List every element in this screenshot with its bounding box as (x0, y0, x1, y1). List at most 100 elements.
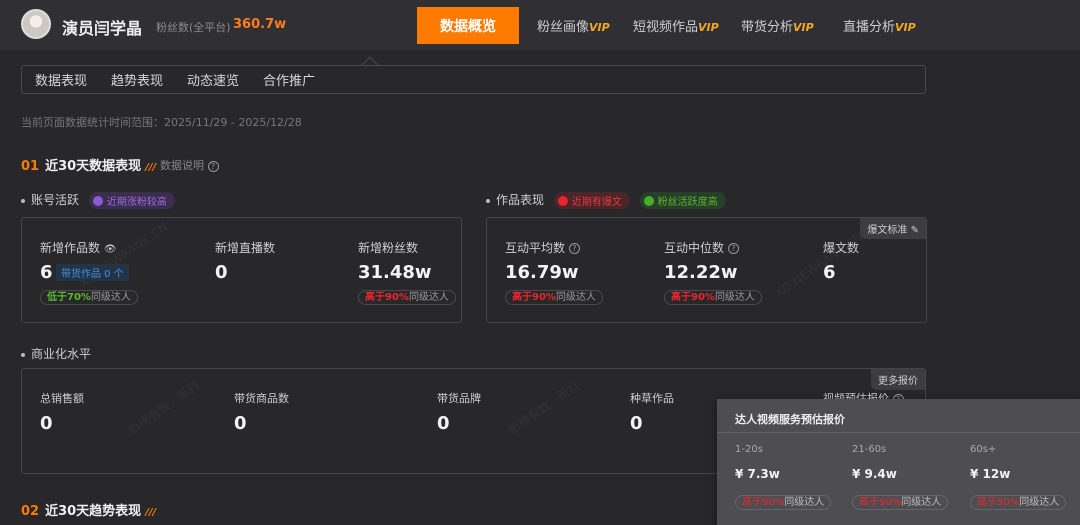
metric-label: 新增直播数 (215, 241, 276, 255)
section-2-title: 02 近30天趋势表现/// (21, 500, 156, 519)
subnav-dynamics[interactable]: 动态速览 (187, 74, 240, 89)
metric-value: 0 (40, 413, 53, 434)
comparison-pill: 低于70%同级达人 (40, 290, 138, 305)
tab-live-analysis[interactable]: 直播分析VIP (843, 16, 916, 35)
edit-icon: ✎ (910, 225, 919, 236)
duration-range: 1-20s (735, 444, 763, 455)
creator-name: 演员闫学晶 (62, 19, 143, 38)
cmp-highlight: 高于90% (671, 292, 715, 303)
subnav-data[interactable]: 数据表现 (35, 74, 88, 89)
cmp-text: 同级达人 (408, 292, 449, 303)
metric-label: 新增粉丝数 (358, 241, 419, 255)
eye-icon[interactable]: 👁 (103, 244, 117, 255)
subnav-trend[interactable]: 趋势表现 (111, 74, 164, 89)
quote-column: 1-20s ¥ 7.3w 高于90%同级达人 (735, 444, 832, 510)
comparison-pill: 高于90%同级达人 (852, 495, 949, 510)
metric-label: 互动平均数 ? (505, 239, 580, 256)
metric-value: 0 (630, 413, 643, 434)
stripes-icon: /// (145, 507, 157, 518)
vip-badge: VIP (895, 21, 916, 34)
metric-label: 种草作品 (630, 392, 674, 405)
section-title-text: 近30天趋势表现 (45, 504, 142, 519)
subsection-label: 账号活跃 (21, 193, 79, 207)
comparison-pill: 高于90%同级达人 (735, 495, 832, 510)
comparison-pill: 高于90%同级达人 (358, 290, 456, 305)
cmp-highlight: 高于90% (977, 497, 1020, 508)
badge-viral: 近期有爆文 (553, 192, 630, 209)
question-icon[interactable]: ? (727, 243, 739, 254)
metric-value: 12.22w (664, 262, 738, 283)
metric-value: 6 (40, 262, 53, 283)
avatar[interactable] (21, 9, 51, 39)
badge-fans-growth: 近期涨粉较高 (88, 192, 175, 209)
tab-fan-profile[interactable]: 粉丝画像VIP (537, 16, 610, 35)
duration-range: 60s+ (970, 444, 997, 455)
metric-label: 爆文数 (823, 241, 860, 255)
question-icon: ? (207, 160, 219, 172)
date-range: 当前页面数据统计时间范围：2025/11/29 - 2025/12/28 (21, 116, 302, 129)
tab-label: 粉丝画像 (537, 20, 590, 35)
cmp-text: 同级达人 (90, 292, 131, 303)
top-header: 演员闫学晶 粉丝数(全平台) 360.7w 数据概览 粉丝画像VIP 短视频作品… (0, 0, 1080, 50)
tab-label: 直播分析 (843, 20, 896, 35)
tab-label: 带货分析 (741, 20, 794, 35)
corner-label: 爆文标准 (867, 225, 908, 236)
metric-label: 总销售额 (40, 392, 84, 405)
question-icon[interactable]: ? (568, 243, 580, 254)
stripes-icon: /// (145, 162, 157, 173)
metric-label: 带货商品数 (234, 392, 289, 405)
section-number: 01 (21, 159, 40, 174)
works-performance-card: XD.NEWRANK.CN 爆文标准 ✎ 互动平均数 ? 16.79w 高于90… (486, 217, 927, 323)
label-text: 互动中位数 (664, 241, 725, 255)
cmp-highlight: 高于90% (512, 292, 556, 303)
metric-value: 0 (215, 262, 228, 283)
cmp-text: 同级达人 (555, 292, 596, 303)
section-1-title: 01 近30天数据表现/// (21, 155, 156, 174)
quote-price: ¥ 9.4w (852, 467, 897, 481)
tab-label: 短视频作品 (633, 20, 699, 35)
duration-range: 21-60s (852, 444, 887, 455)
cmp-text: 同级达人 (714, 292, 755, 303)
user-icon (643, 195, 654, 206)
badge-fan-active: 粉丝活跃度高 (639, 192, 726, 209)
sales-works-tag: 带货作品 0 个 (56, 264, 129, 281)
vip-badge: VIP (698, 21, 719, 34)
cmp-highlight: 高于90% (365, 292, 409, 303)
metric-value: 0 (234, 413, 247, 434)
more-quotes-button[interactable]: 更多报价 (871, 369, 925, 390)
help-text: 数据说明 (160, 159, 204, 172)
metric-value: 0 (437, 413, 450, 434)
cmp-text: 同级达人 (901, 497, 942, 508)
viral-standard-button[interactable]: 爆文标准 ✎ (860, 218, 926, 239)
tab-sales-analysis[interactable]: 带货分析VIP (741, 16, 814, 35)
quote-price: ¥ 7.3w (735, 467, 780, 481)
video-quote-tooltip: 达人视频服务预估报价 1-20s ¥ 7.3w 高于90%同级达人 21-60s… (717, 399, 1080, 525)
vip-badge: VIP (793, 21, 814, 34)
metric-value: 6 (823, 262, 836, 283)
watermark: 新榜有数 · 新抖 (125, 378, 203, 438)
metric-label: 带货品牌 (437, 392, 481, 405)
metric-value: 31.48w (358, 262, 432, 283)
cmp-highlight: 低于70% (47, 292, 91, 303)
sub-navigation: 数据表现 趋势表现 动态速览 合作推广 (21, 65, 926, 94)
data-explanation-link[interactable]: 数据说明 ? (160, 157, 219, 173)
vip-badge: VIP (589, 21, 610, 34)
comparison-pill: 高于90%同级达人 (505, 290, 603, 305)
subnav-cooperation[interactable]: 合作推广 (263, 74, 316, 89)
quote-column: 21-60s ¥ 9.4w 高于90%同级达人 (852, 444, 949, 510)
tooltip-title: 达人视频服务预估报价 (735, 413, 845, 426)
cmp-highlight: 高于90% (859, 497, 902, 508)
fans-label: 粉丝数(全平台) (156, 21, 231, 34)
tab-short-videos[interactable]: 短视频作品VIP (633, 16, 719, 35)
commerce-label: 商业化水平 (21, 345, 91, 362)
fire-icon (557, 195, 568, 206)
watermark: 新榜有数 · 新抖 (505, 378, 583, 438)
subsection-label: 作品表现 (486, 193, 544, 207)
tab-overview[interactable]: 数据概览 (417, 7, 519, 44)
metric-label: 新增作品数 👁 (40, 239, 117, 256)
cmp-highlight: 高于90% (742, 497, 785, 508)
quote-column: 60s+ ¥ 12w 高于90%同级达人 (970, 444, 1067, 510)
section-title-text: 近30天数据表现 (45, 159, 142, 174)
divider (717, 432, 1080, 433)
commerce-card: 新榜有数 · 新抖 新榜有数 · 新抖 更多报价 总销售额 0 带货商品数 0 … (21, 368, 926, 474)
